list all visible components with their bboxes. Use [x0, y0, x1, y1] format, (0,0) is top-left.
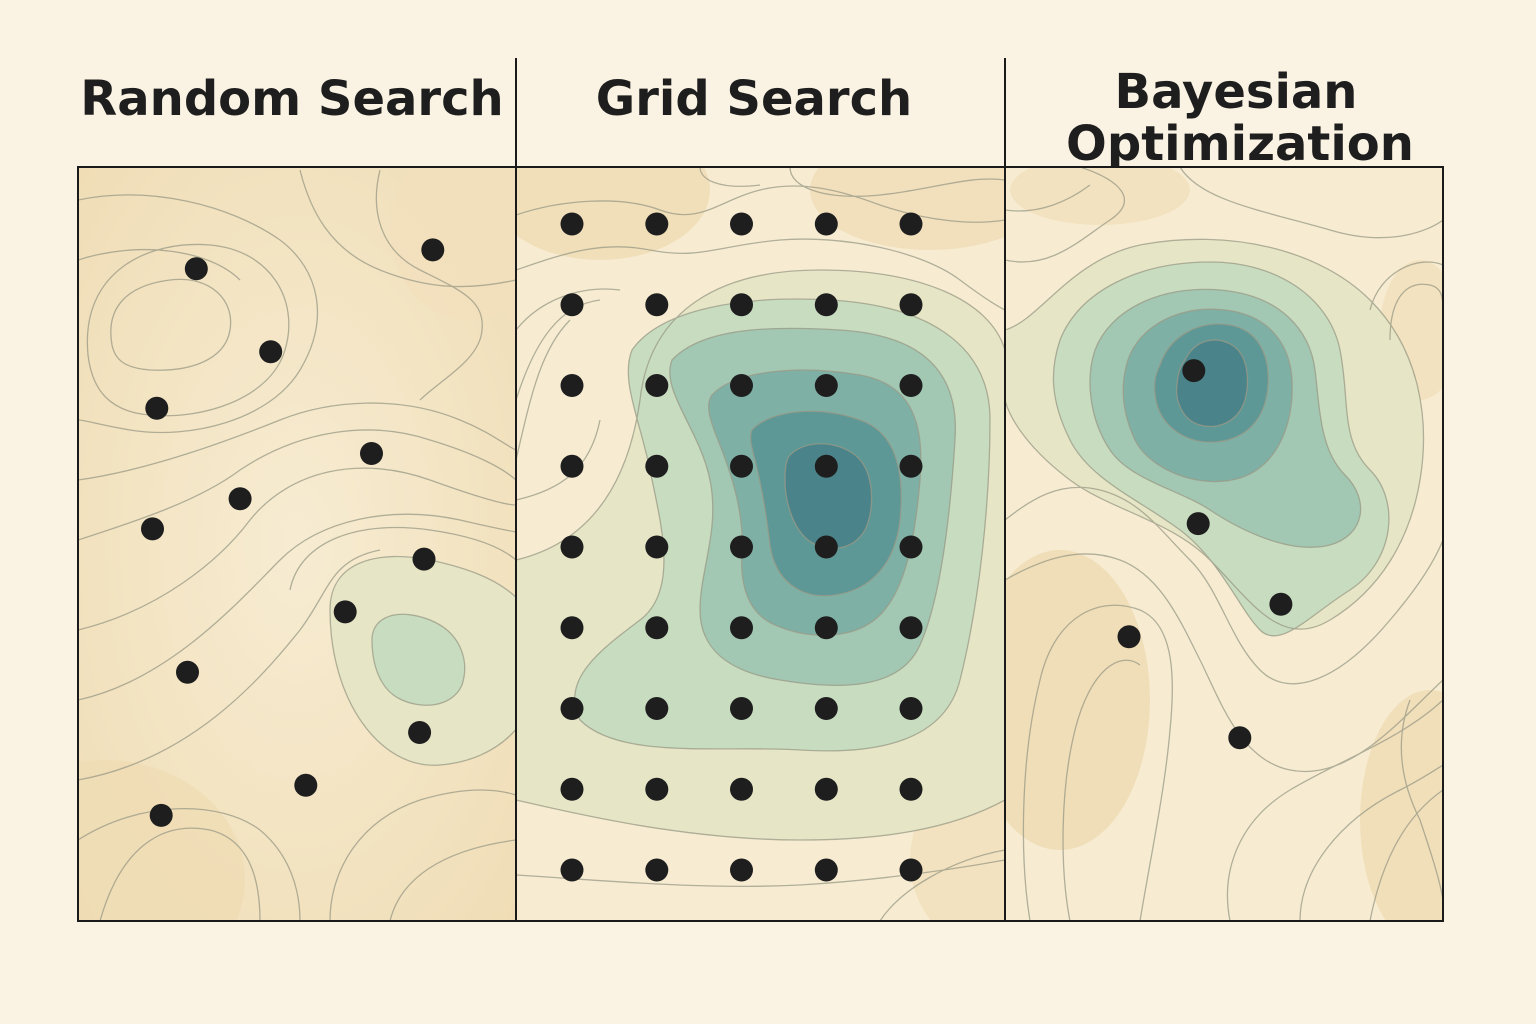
sample-point	[360, 442, 383, 465]
grid-point	[730, 616, 753, 640]
sample-point	[149, 803, 173, 827]
grid-point	[899, 212, 923, 236]
sample-point	[1228, 726, 1252, 750]
grid-point	[899, 374, 923, 397]
title-line: Random Search	[80, 71, 503, 127]
title-line: Grid Search	[596, 71, 912, 127]
grid-point	[560, 374, 584, 397]
grid-point	[645, 212, 669, 236]
title-line: Bayesian	[1115, 64, 1358, 120]
sample-point	[1186, 512, 1210, 536]
grid-point	[899, 454, 923, 478]
diagram-frame	[77, 166, 1444, 922]
grid-point	[560, 777, 584, 801]
grid-point	[645, 697, 669, 720]
grid-point	[645, 858, 669, 882]
grid-point	[899, 777, 923, 801]
sample-point	[145, 396, 169, 420]
samples-bayesian-optimization	[1117, 359, 1293, 750]
grid-point	[645, 777, 669, 801]
grid-point	[560, 616, 584, 640]
panel-title-bayesian-optimization: Bayesian Optimization	[1066, 64, 1414, 172]
panel-title-grid-search: Grid Search	[596, 71, 912, 127]
grid-point	[814, 697, 838, 720]
grid-point	[899, 697, 923, 720]
grid-point	[730, 212, 753, 236]
sample-point	[1117, 625, 1141, 649]
grid-point	[645, 374, 669, 397]
grid-point	[560, 535, 584, 559]
grid-point	[899, 858, 923, 882]
grid-point	[814, 212, 838, 236]
samples-grid-search	[560, 212, 923, 882]
grid-point	[814, 374, 838, 397]
grid-point	[560, 697, 584, 720]
title-line: Optimization	[1066, 116, 1414, 172]
grid-point	[560, 858, 584, 882]
grid-point	[645, 454, 669, 478]
panel-title-random-search: Random Search	[80, 71, 503, 127]
grid-point	[730, 454, 753, 478]
sample-point	[1269, 592, 1293, 616]
grid-point	[814, 454, 838, 478]
sample-point	[333, 600, 357, 624]
sample-point	[1182, 359, 1206, 383]
sample-point	[228, 487, 252, 511]
landscape-bayesian-optimization	[1005, 167, 1443, 921]
sample-point	[294, 773, 318, 797]
grid-point	[899, 616, 923, 640]
grid-point	[645, 293, 669, 317]
grid-point	[560, 212, 584, 236]
grid-point	[645, 535, 669, 559]
landscape-random-search	[78, 167, 516, 921]
sample-point	[176, 660, 199, 684]
sample-point	[184, 257, 208, 281]
grid-point	[814, 858, 838, 882]
sample-point	[259, 340, 283, 364]
grid-point	[730, 374, 753, 397]
grid-point	[730, 697, 753, 720]
sample-point	[421, 238, 445, 262]
sample-point	[141, 517, 164, 541]
grid-point	[560, 454, 584, 478]
grid-point	[645, 616, 669, 640]
grid-point	[814, 616, 838, 640]
grid-point	[730, 293, 753, 317]
grid-point	[814, 777, 838, 801]
grid-point	[899, 535, 923, 559]
grid-point	[899, 293, 923, 317]
grid-point	[814, 535, 838, 559]
grid-point	[814, 293, 838, 317]
sample-point	[408, 721, 432, 744]
grid-point	[560, 293, 584, 317]
grid-point	[730, 858, 753, 882]
sample-point	[412, 547, 436, 571]
samples-random-search	[141, 238, 445, 827]
landscape-grid-search	[516, 167, 1005, 921]
grid-point	[730, 535, 753, 559]
grid-point	[730, 777, 753, 801]
